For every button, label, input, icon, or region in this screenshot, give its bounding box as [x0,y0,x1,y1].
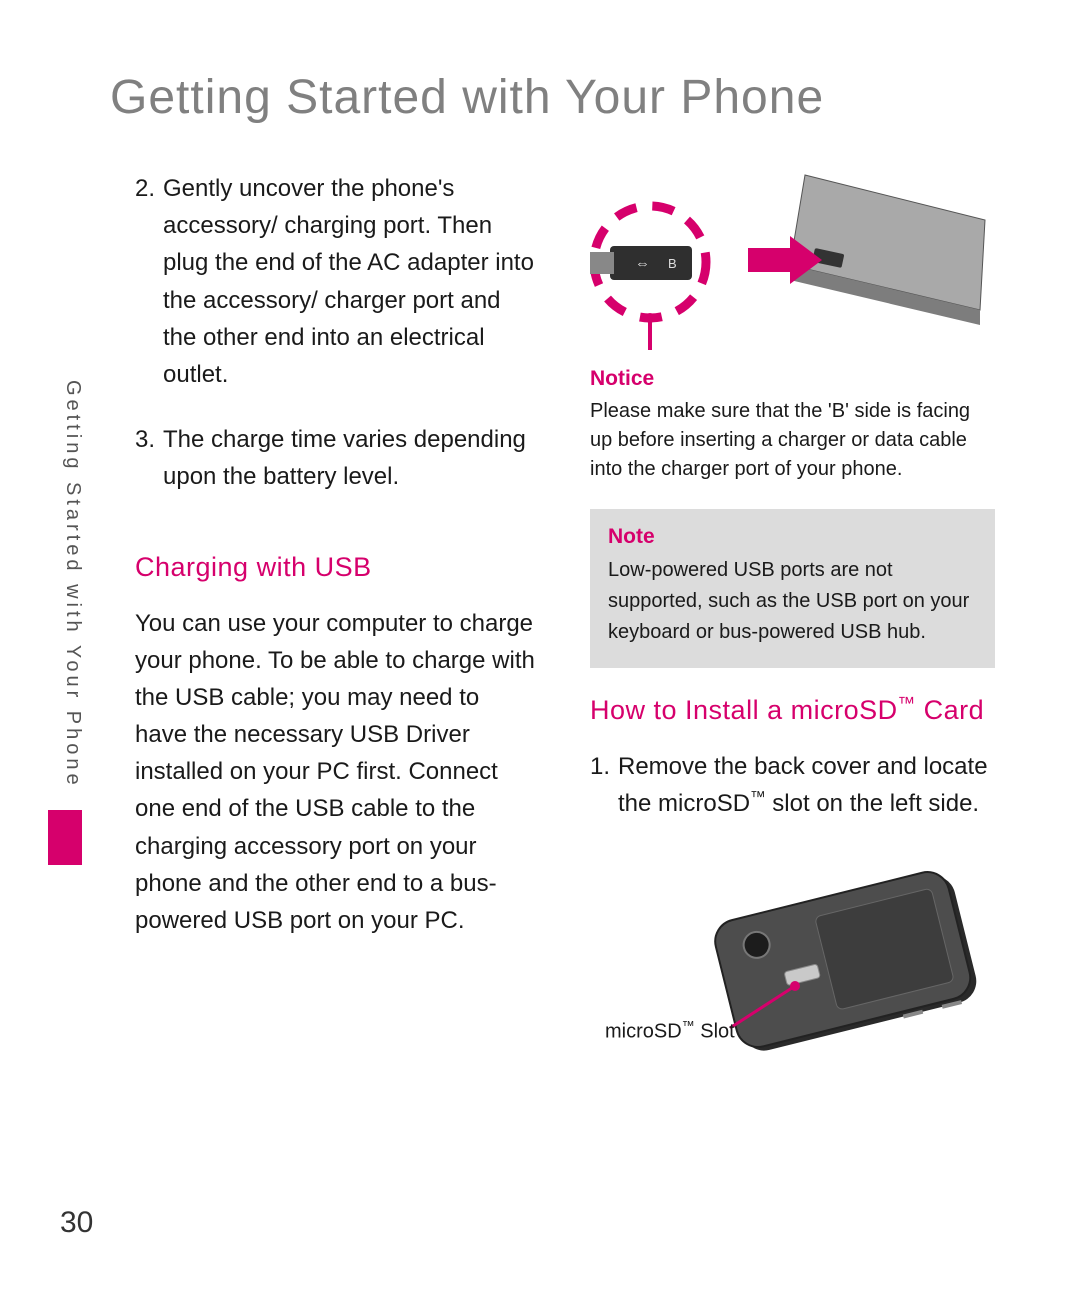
page-title: Getting Started with Your Phone [110,70,1020,125]
left-column: 2. Gently uncover the phone's accessory/… [135,170,535,1068]
note-title: Note [608,525,977,549]
microsd-heading-text: How to Install a microSD™ Card [590,695,984,725]
usb-connector [610,246,692,280]
side-tab: Getting Started with Your Phone [56,380,91,830]
usb-illustration-svg: B ⇔ [590,170,995,355]
side-tab-label: Getting Started with Your Phone [61,380,84,789]
microsd-heading: How to Install a microSD™ Card [590,693,995,726]
microsd-figure: microSD™ Slot [590,868,995,1068]
usb-symbol-icon: ⇔ [635,255,650,272]
microsd-caption: microSD™ Slot [605,1018,735,1044]
manual-page: Getting Started with Your Phone Getting … [0,0,1080,1295]
notice-block: Notice Please make sure that the 'B' sid… [590,367,995,509]
usb-connector-tip [590,252,614,274]
note-text: Low-powered USB ports are not supported,… [608,555,977,648]
usb-body-text: You can use your computer to charge your… [135,605,535,940]
microsd-step-1-number: 1. [590,748,618,822]
right-column: B ⇔ Notice Please make sure that the 'B'… [590,170,995,1068]
step-2-number: 2. [135,170,163,393]
microsd-step-1-text: Remove the back cover and locate the mic… [618,748,995,822]
content-columns: 2. Gently uncover the phone's accessory/… [135,170,1020,1068]
notice-title: Notice [590,367,995,391]
usb-heading: Charging with USB [135,552,535,583]
step-2: 2. Gently uncover the phone's accessory/… [135,170,535,393]
step-3: 3. The charge time varies depending upon… [135,421,535,495]
step-2-text: Gently uncover the phone's accessory/ ch… [163,170,535,393]
pointer-dot-icon [645,313,655,323]
microsd-step-1: 1. Remove the back cover and locate the … [590,748,995,822]
page-number: 30 [60,1206,93,1240]
usb-illustration: B ⇔ [590,170,995,355]
note-box: Note Low-powered USB ports are not suppo… [590,509,995,668]
usb-b-label: B [668,256,677,271]
side-tab-accent [48,810,82,865]
step-3-text: The charge time varies depending upon th… [163,421,535,495]
notice-text: Please make sure that the 'B' side is fa… [590,397,995,484]
step-3-number: 3. [135,421,163,495]
